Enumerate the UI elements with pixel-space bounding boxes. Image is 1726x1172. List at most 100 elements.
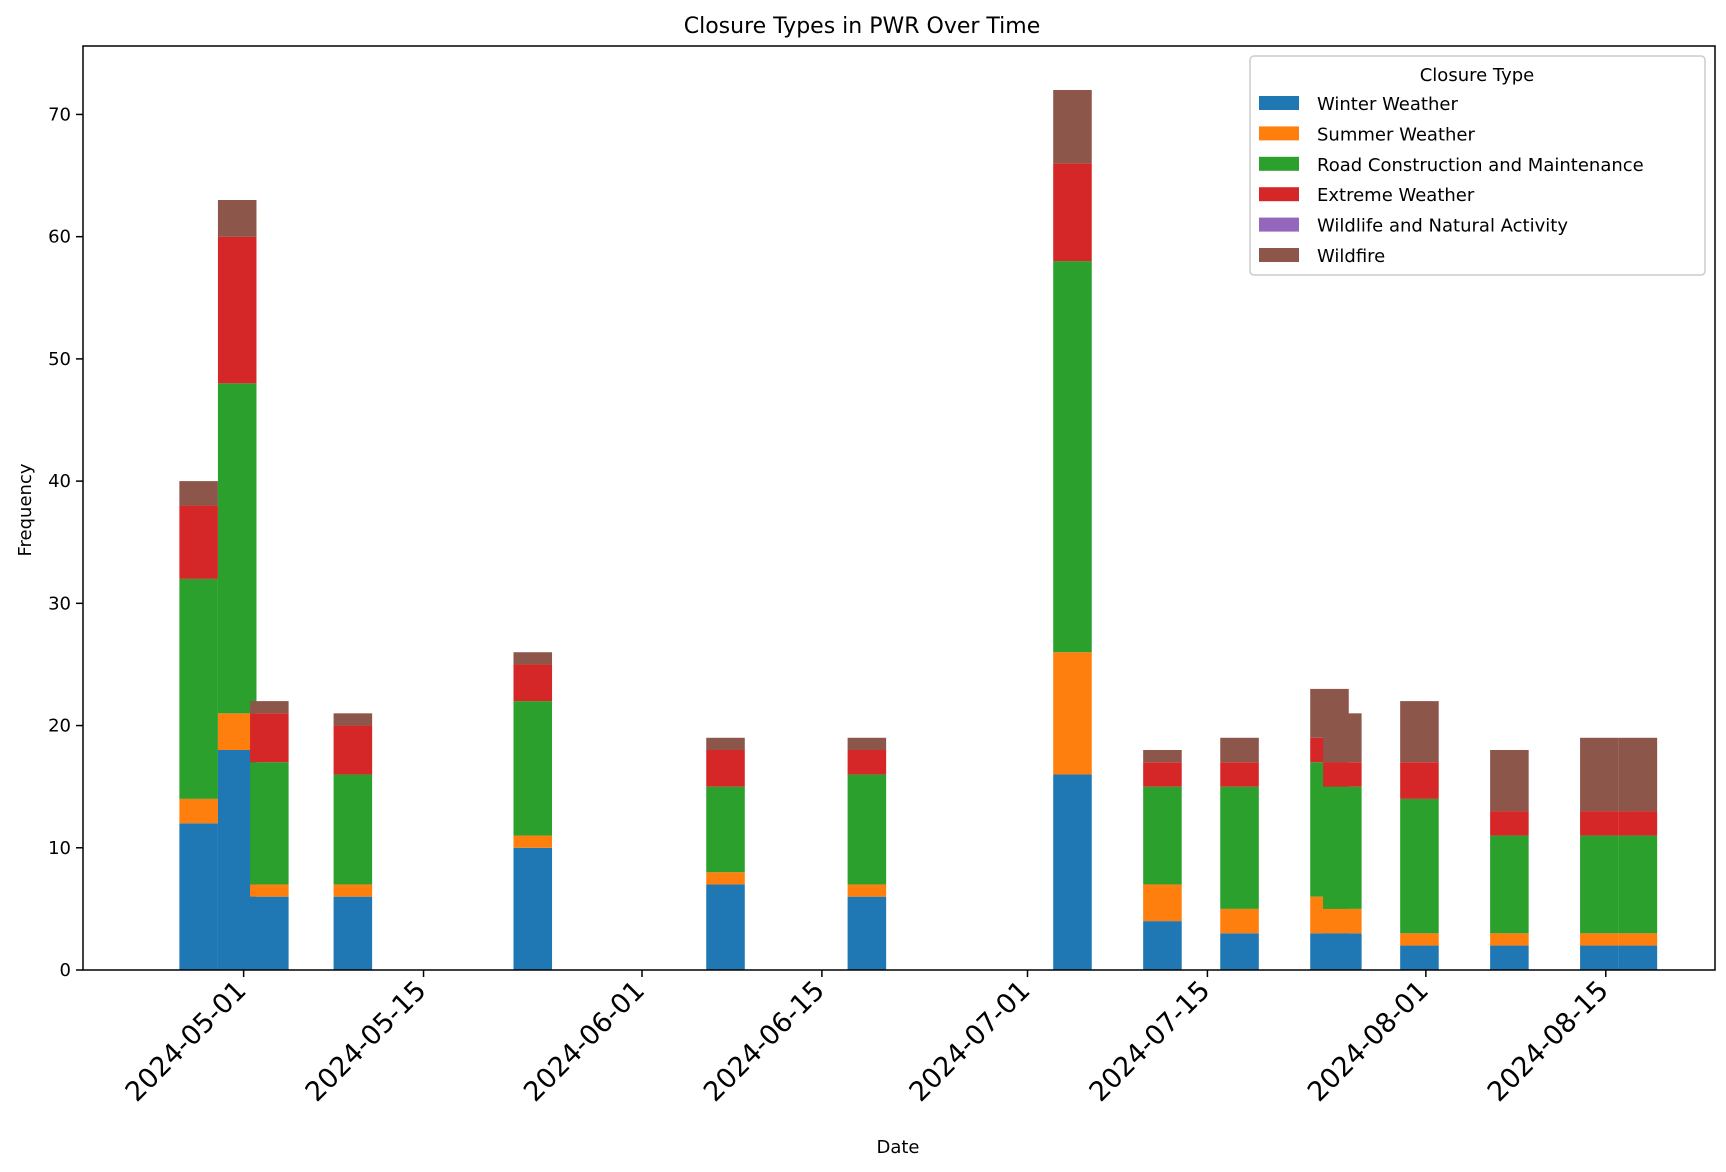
bar-segment (333, 896, 373, 970)
y-tick-label: 10 (48, 838, 71, 859)
y-tick-label: 40 (48, 471, 71, 492)
y-axis: 0 10 20 30 40 50 60 70 (48, 104, 83, 981)
bar-segment (1220, 933, 1259, 970)
bar-segment (1053, 774, 1092, 970)
bar-segment (1323, 908, 1362, 934)
bar-segment (1618, 811, 1658, 836)
bar-segment (1143, 762, 1182, 787)
bar-segment (179, 823, 218, 970)
bar-segment (250, 896, 289, 970)
bar-segment (1580, 835, 1619, 934)
bar-segment (333, 725, 373, 775)
legend-swatch (1259, 217, 1299, 232)
bar-segment (217, 383, 257, 714)
bar-segment (333, 774, 373, 885)
bar-segment (179, 505, 218, 579)
legend-label: Road Construction and Maintenance (1317, 155, 1644, 176)
bar-segment (1220, 762, 1259, 787)
bar-segment (1220, 908, 1259, 934)
y-tick-label: 30 (48, 593, 71, 614)
bar-segment (1490, 750, 1529, 812)
legend-box (1249, 55, 1706, 276)
bar-segment (1400, 798, 1439, 934)
chart-title: Closure Types in PWR Over Time (684, 14, 1041, 39)
bar-segment (513, 835, 553, 848)
bar-segment (1323, 786, 1362, 909)
legend-label: Winter Weather (1317, 94, 1458, 115)
bar-segment (706, 737, 745, 750)
bar-segment (847, 896, 887, 970)
bar-segment (1400, 762, 1439, 799)
bar-segment (1053, 163, 1092, 262)
bar-segment (1490, 945, 1529, 970)
bar-segment (513, 652, 553, 665)
bar-segment (1400, 945, 1439, 970)
bar-segment (847, 884, 887, 897)
y-tick-label: 20 (48, 716, 71, 737)
legend-label: Wildlife and Natural Activity (1317, 216, 1568, 237)
bar-segment (1490, 835, 1529, 934)
bar-segment (217, 200, 257, 237)
bar-segment (1323, 713, 1362, 763)
bar-segment (1490, 933, 1529, 946)
legend-swatch (1259, 96, 1299, 110)
legend-label: Summer Weather (1317, 124, 1475, 145)
legend-swatch (1259, 126, 1299, 141)
bar-segment (1580, 933, 1619, 946)
legend-title: Closure Type (1420, 65, 1535, 86)
bar-segment (1400, 701, 1439, 763)
bar-segment (333, 713, 373, 726)
bar-segment (1053, 261, 1092, 653)
bar-segment (706, 884, 745, 970)
bar-segment (1323, 762, 1362, 787)
bar-segment (1143, 786, 1182, 885)
bar-segment (847, 737, 887, 750)
bar-segment (1323, 933, 1362, 970)
bar-segment (250, 762, 289, 885)
bar-segment (179, 798, 218, 824)
bar-segment (1618, 737, 1658, 812)
y-tick-label: 0 (60, 960, 71, 981)
y-axis-label: Frequency (15, 463, 36, 556)
bar-segment (217, 750, 257, 970)
plot-frame (82, 45, 1716, 971)
bar-segment (1618, 933, 1658, 946)
bar-segment (1580, 737, 1619, 812)
x-axis-label: Date (876, 1137, 919, 1158)
legend-label: Wildfire (1317, 246, 1385, 267)
bar-segment (706, 872, 745, 885)
y-tick-label: 60 (48, 227, 71, 248)
bar-segment (1053, 652, 1092, 775)
legend-swatch (1259, 156, 1299, 171)
bar-segment (513, 664, 553, 702)
y-tick-label: 50 (48, 349, 71, 370)
bar-segment (847, 774, 887, 885)
legend-swatch (1259, 248, 1299, 262)
y-tick-label: 70 (48, 104, 71, 125)
bar-segment (250, 701, 289, 714)
legend-label: Extreme Weather (1317, 185, 1475, 206)
bar-segment (1053, 90, 1092, 164)
bar-segment (179, 578, 218, 799)
bar-segment (513, 701, 553, 836)
bar-segment (847, 750, 887, 775)
bar-segment (1580, 945, 1619, 970)
bar-segment (1143, 884, 1182, 922)
bar-segment (1618, 945, 1658, 970)
bar-segment (1143, 921, 1182, 970)
bar-segment (217, 713, 257, 750)
bars-group (179, 90, 1658, 970)
bar-segment (706, 786, 745, 873)
bar-segment (1220, 786, 1259, 909)
bar-segment (513, 847, 553, 970)
bar-segment (1580, 811, 1619, 836)
bar-segment (1618, 835, 1658, 934)
bar-segment (217, 236, 257, 384)
bar-segment (1143, 750, 1182, 763)
bar-segment (333, 884, 373, 897)
bar-segment (250, 713, 289, 763)
bar-segment (250, 884, 289, 897)
bar-segment (1400, 933, 1439, 946)
bar-segment (1490, 811, 1529, 836)
